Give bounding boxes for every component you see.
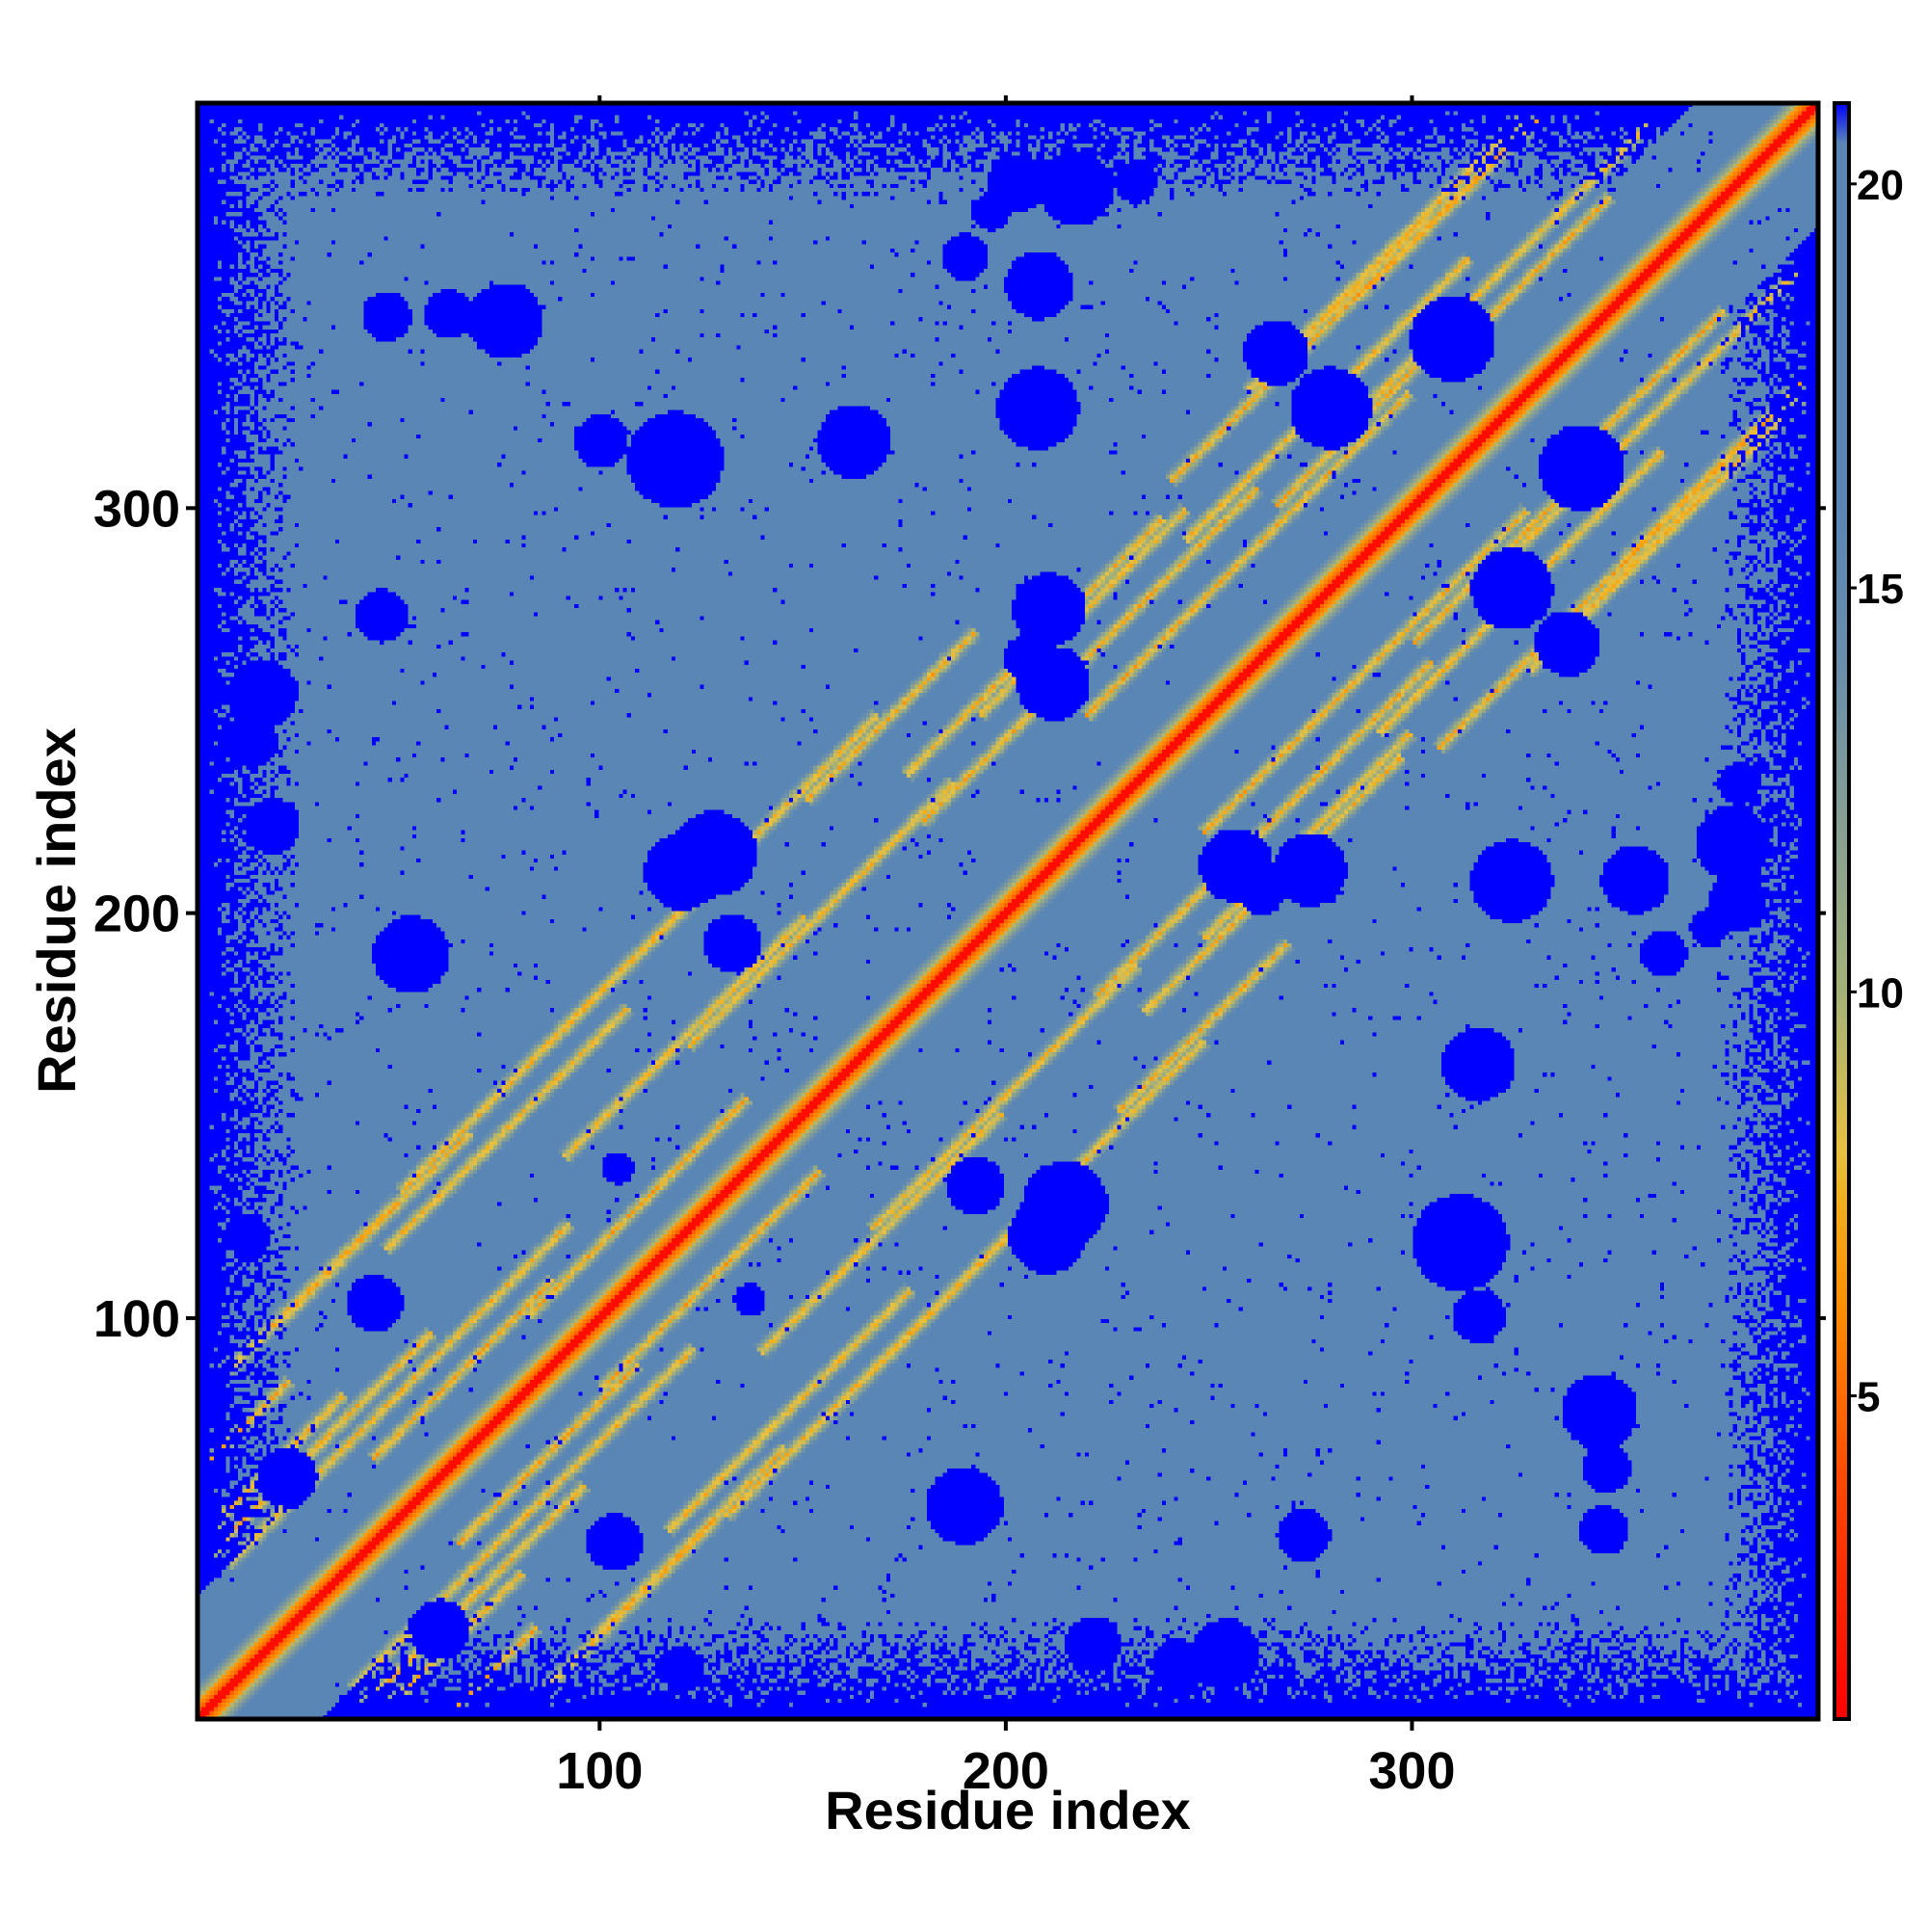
y-tick-label: 300 — [93, 480, 180, 538]
colorbar-tick-label: 10 — [1857, 969, 1904, 1017]
y-axis-label: Residue index — [26, 728, 87, 1094]
x-tick-label: 100 — [556, 1742, 643, 1800]
colorbar-tick-label: 20 — [1857, 162, 1904, 209]
colorbar-tick-label: 15 — [1857, 566, 1904, 613]
plot-frame — [195, 100, 1821, 1722]
x-axis-label: Residue index — [825, 1780, 1191, 1840]
y-axis-ticks: 100 200 300 — [93, 480, 198, 1348]
x-tick-label: 300 — [1368, 1742, 1455, 1800]
heatmap-image — [198, 103, 1818, 1719]
colorbar-tick-label: 5 — [1857, 1374, 1880, 1421]
x-axis-ticks: 100 200 300 — [556, 1719, 1456, 1800]
x-tick-label: 200 — [963, 1742, 1049, 1800]
y-tick-label: 200 — [93, 886, 180, 943]
colorbar-ticks: 5 10 15 20 — [1849, 162, 1904, 1421]
top-axis-ticks — [597, 95, 1414, 103]
y-tick-label: 100 — [93, 1290, 180, 1348]
right-axis-ticks — [1818, 506, 1826, 1320]
colorbar — [1833, 101, 1851, 1721]
